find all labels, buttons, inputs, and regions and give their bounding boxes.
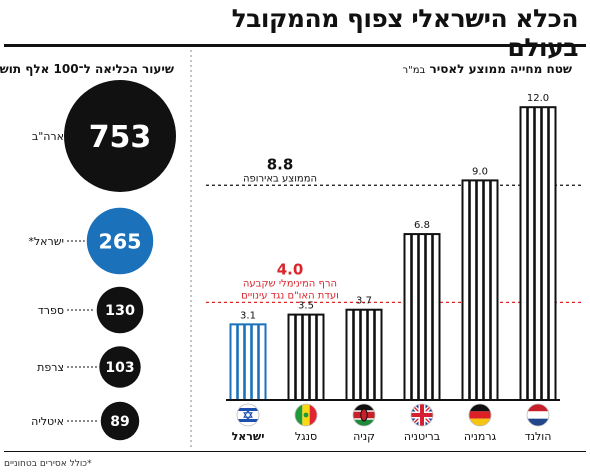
bubble: 753 ארה"ב <box>32 80 176 192</box>
bubble-value-label: 103 <box>105 360 134 376</box>
reference-text-label: ועדת האו"ם נגד עינויים <box>241 290 339 301</box>
bar-value-label: 3.5 <box>298 301 314 312</box>
bar-outline <box>345 308 383 401</box>
bar-outline <box>287 313 325 402</box>
bar-category-label: ישראל <box>232 430 265 443</box>
bubble-circle <box>99 346 141 388</box>
bubble-category-label: ספרד <box>38 304 64 317</box>
bubble-category-label: צרפת <box>37 361 64 374</box>
bubble-category-label: ארה"ב <box>32 130 64 143</box>
kenya-flag-icon <box>352 403 376 427</box>
bubble-chart-title: שיעור הכליאה ל־100 אלף תושבים <box>0 62 174 76</box>
netherlands-flag-icon <box>526 403 550 427</box>
bar-value-label: 12.0 <box>527 93 549 104</box>
bar: 12.0 הולנד <box>519 93 557 443</box>
bar: 9.0 גרמניה <box>461 166 499 443</box>
bubble-value-label: 89 <box>110 414 129 430</box>
bubble: 265 ישראל* <box>28 207 154 275</box>
bubble: 89 איטליה <box>31 401 140 441</box>
reference-text-label: הממוצע באירופה <box>243 173 317 184</box>
bubble: 130 ספרד <box>38 286 144 334</box>
bar-value-label: 6.8 <box>414 220 430 231</box>
bubble-value-label: 265 <box>99 229 142 253</box>
bar-category-label: קניה <box>353 430 375 443</box>
bubble-value-label: 753 <box>89 120 152 155</box>
bar-outline <box>519 106 557 401</box>
reference-value-label: 4.0 <box>277 260 304 278</box>
bar: 3.1 ישראל <box>229 310 267 443</box>
bar-category-label: גרמניה <box>464 430 497 443</box>
reference-value-label: 8.8 <box>267 155 294 173</box>
reference-text-label: הרף המינימלי שקבעה <box>243 278 337 289</box>
bubble-value-label: 130 <box>105 303 135 319</box>
footnote: *כולל אסירים בטחוניים <box>4 459 92 469</box>
bar-outline <box>229 323 267 401</box>
bar-value-label: 3.1 <box>240 310 256 321</box>
bar-value-label: 9.0 <box>472 166 488 177</box>
senegal-flag-icon <box>294 403 318 427</box>
title-divider <box>4 44 586 47</box>
bubble: 103 צרפת <box>37 346 141 388</box>
bubble-circle <box>100 401 140 441</box>
page-title: הכלא הישראלי צפוף מהמקובל בעולם <box>231 4 579 62</box>
bar-category-label: סנגל <box>295 430 317 443</box>
bubble-category-label: ישראל* <box>28 235 64 248</box>
germany-flag-icon <box>468 403 492 427</box>
bar: 3.7 קניה <box>345 296 383 443</box>
bottom-divider <box>4 451 586 452</box>
bubble-circle <box>64 80 176 192</box>
bar: 3.5 סנגל <box>287 301 325 443</box>
bubble-circle <box>86 207 154 275</box>
bar-chart-subtitle: במ"ר <box>403 65 426 76</box>
bar-category-label: הולנד <box>525 430 552 443</box>
bar-outline <box>403 233 441 401</box>
bar-chart-title: שטח מחייה ממוצע לאסיר במ"ר <box>403 62 573 76</box>
bubble-chart: שיעור הכליאה ל־100 אלף תושבים 753 ארה"ב 265… <box>0 62 176 441</box>
bubble-category-label: איטליה <box>31 415 64 428</box>
bar-value-label: 3.7 <box>356 296 372 307</box>
bar: 6.8 בריטניה <box>403 220 441 443</box>
uk-flag-icon <box>410 403 434 427</box>
israel-flag-icon <box>236 403 260 427</box>
bar-category-label: בריטניה <box>404 430 440 443</box>
bubble-circle <box>96 286 144 334</box>
bar-outline <box>461 179 499 401</box>
